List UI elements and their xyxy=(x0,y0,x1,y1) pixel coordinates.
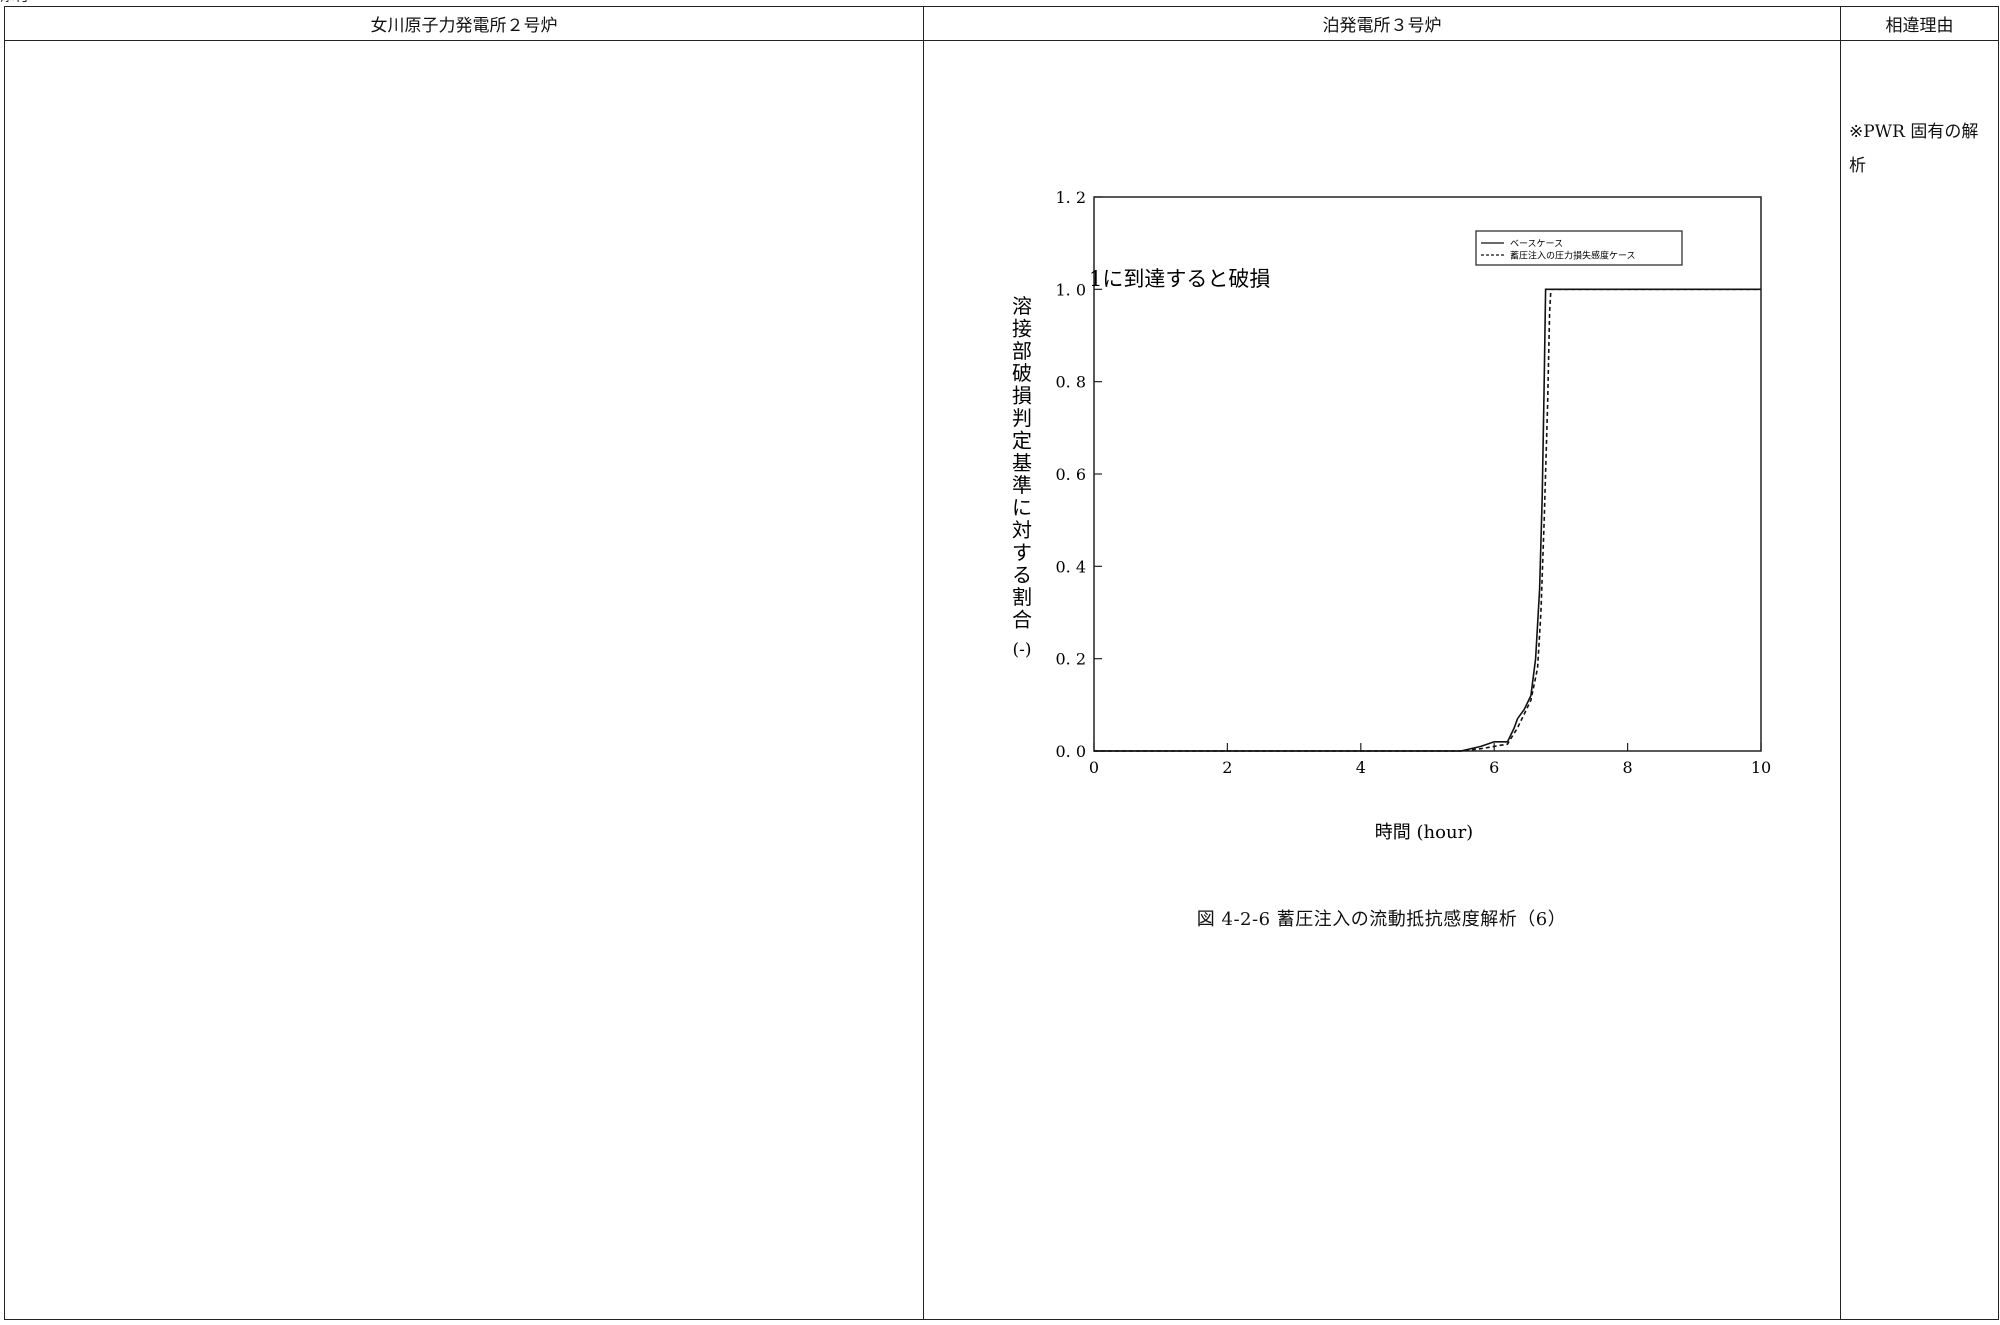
legend-entry: ベースケース xyxy=(1510,239,1563,250)
tomari-cell: 0 2 4 6 8 10 0. 0 0. 2 0. 4 0. 6 0. 8 1. 0 1. 2 ベースケ… xyxy=(923,40,1841,1321)
y-axis-label-char: る xyxy=(1012,563,1032,587)
figure-caption: 図 4-2-6 蓄圧注入の流動抵抗感度解析（6） xyxy=(1196,909,1567,930)
y-axis-label-char: 接 xyxy=(1012,316,1032,340)
chart-annotation: 1に到達すると破損 xyxy=(1089,267,1270,291)
y-tick-label: 0. 4 xyxy=(1055,557,1086,576)
figure-container: 0 2 4 6 8 10 0. 0 0. 2 0. 4 0. 6 0. 8 1. 0 1. 2 ベースケ… xyxy=(924,41,1839,1321)
header-onagawa: 女川原子力発電所２号炉 xyxy=(4,6,924,41)
legend-entry: 蓄圧注入の圧力損失感度ケース xyxy=(1510,250,1636,262)
onagawa-cell xyxy=(4,40,924,1320)
comparison-table: 女川原子力発電所２号炉 泊発電所３号炉 相違理由 0 2 4 6 8 10 0. 0 0. 2… xyxy=(4,6,1999,1320)
series-line-2 xyxy=(1094,288,1761,752)
x-tick-label: 10 xyxy=(1751,758,1771,777)
y-axis-unit: (-) xyxy=(1012,640,1031,660)
top-header-strip: 添付 xyxy=(0,0,2000,6)
y-axis-label-char: 部 xyxy=(1012,339,1032,363)
y-axis-label-char: 溶 xyxy=(1012,294,1032,318)
header-tomari: 泊発電所３号炉 xyxy=(923,6,1841,41)
x-axis-label: 時間 (hour) xyxy=(1375,822,1473,843)
x-tick-label: 0 xyxy=(1089,758,1099,777)
sensitivity-chart: 0 2 4 6 8 10 0. 0 0. 2 0. 4 0. 6 0. 8 1. 0 1. 2 ベースケ… xyxy=(1012,188,1771,843)
x-tick-label: 4 xyxy=(1356,758,1366,777)
y-axis-label-char: 基 xyxy=(1012,451,1032,475)
y-tick-label: 1. 2 xyxy=(1055,188,1086,207)
reason-cell: ※PWR 固有の解析 xyxy=(1840,40,1999,1320)
series-line-1 xyxy=(1094,288,1761,752)
x-tick-label: 8 xyxy=(1623,758,1633,777)
y-axis-label-char: 判 xyxy=(1012,406,1032,430)
y-tick-label: 0. 2 xyxy=(1055,650,1086,669)
y-axis-label-char: す xyxy=(1012,540,1032,564)
legend-box xyxy=(1475,230,1683,266)
y-axis-label-char: 定 xyxy=(1012,428,1032,452)
x-tick-label: 2 xyxy=(1222,758,1232,777)
x-tick-label: 6 xyxy=(1489,758,1499,777)
y-axis-label-char: 損 xyxy=(1012,384,1032,408)
y-tick-label: 0. 0 xyxy=(1055,742,1086,761)
y-tick-label: 0. 6 xyxy=(1055,465,1086,484)
y-axis-label-char: 準 xyxy=(1012,473,1032,497)
header-row: 女川原子力発電所２号炉 泊発電所３号炉 相違理由 xyxy=(4,6,1999,41)
y-tick-label: 0. 8 xyxy=(1055,373,1086,392)
content-row: 0 2 4 6 8 10 0. 0 0. 2 0. 4 0. 6 0. 8 1. 0 1. 2 ベースケ… xyxy=(4,40,1999,1321)
y-axis-label-char: 破 xyxy=(1012,361,1032,385)
y-axis-label-char: 割 xyxy=(1012,585,1032,609)
y-axis-label-char: に xyxy=(1012,496,1032,520)
header-reason: 相違理由 xyxy=(1840,6,1999,41)
y-tick-label: 1. 0 xyxy=(1055,280,1086,299)
y-axis-label-char: 合 xyxy=(1012,608,1032,632)
reason-text: ※PWR 固有の解析 xyxy=(1849,122,1979,176)
y-axis-label-char: 対 xyxy=(1012,518,1032,542)
